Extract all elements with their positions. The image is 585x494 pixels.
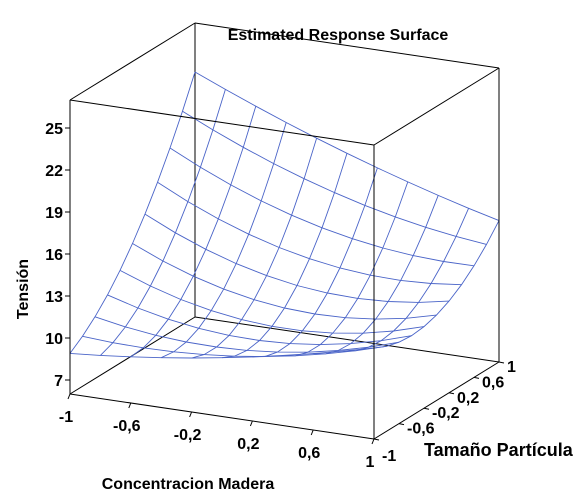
mesh-line-const-x [252,167,378,358]
y-tick-label: 0,6 [482,374,504,391]
box-back-edges [69,23,500,395]
y-tick-label: -1 [382,448,396,465]
y-tick-label: -0,6 [407,421,435,438]
box-edge-top-front [69,99,375,146]
x-tick-label: 0,2 [237,436,259,453]
x-tick-mark [67,393,71,400]
x-tick-mark [128,402,132,409]
z-tick-label: 10 [45,331,63,348]
surface-mesh [69,71,500,359]
x-axis-label: Concentracion Madera [102,476,275,493]
x-tick-mark [371,438,375,445]
z-tick-label: 19 [45,205,63,222]
y-tick-label: 0,2 [457,390,479,407]
y-tick-label: 1 [507,359,516,376]
z-tick-label: 7 [54,373,63,390]
x-tick-label: 1 [366,454,375,471]
x-tick-mark [310,429,314,436]
z-tick-label: 22 [45,163,63,180]
mesh-line-const-y [169,147,475,267]
mesh-line-const-x [191,138,318,359]
box-edge-back-floor-right [194,316,500,363]
mesh-line-const-x [100,89,226,356]
mesh-line-const-y [119,269,425,334]
z-tick-label: 25 [45,121,63,138]
y-tick-label: -0,2 [432,405,460,422]
y-tick-mark [398,423,405,426]
y-tick-mark [448,392,455,395]
mesh-line-const-x [69,71,196,354]
mesh-line-const-y [94,316,400,353]
z-tick-label: 13 [45,289,63,306]
x-tick-label: -0,2 [174,427,202,444]
x-tick-label: 0,6 [298,445,320,462]
x-tick-label: -0,6 [113,418,141,435]
mesh-line-const-y [144,213,450,303]
chart-title: Estimated Response Surface [228,27,449,44]
box-edge-top-back [194,22,500,69]
mesh-line-const-x [373,220,500,349]
mesh-line-const-x [343,208,470,352]
x-tick-mark [189,411,193,418]
y-tick-mark [498,361,505,364]
x-tick-mark [249,420,253,427]
mesh-line-const-x [313,195,439,355]
z-axis-label: Tensión [15,259,32,319]
x-tick-label: -1 [59,409,73,426]
box-front-edges [69,22,500,440]
mesh-line-const-y [157,181,462,286]
y-tick-mark [473,376,480,379]
z-tick-label: 16 [45,247,63,264]
box-edge-floor-front [69,393,375,440]
mesh-line-const-x [130,106,257,358]
mesh-line-const-x [161,122,287,359]
box-edge-top-right [373,67,500,146]
y-tick-mark [373,438,380,441]
mesh-line-const-y [82,335,387,358]
box-edge-top-left [69,22,196,101]
mesh-line-const-x [282,181,409,357]
mesh-line-const-x [221,153,348,359]
y-tick-mark [423,407,430,410]
mesh-line-const-y [182,110,487,245]
mesh-line-const-y [107,294,412,346]
y-axis-label: Tamaño Partícula [424,440,574,460]
box-edge-floor-right [373,361,500,440]
